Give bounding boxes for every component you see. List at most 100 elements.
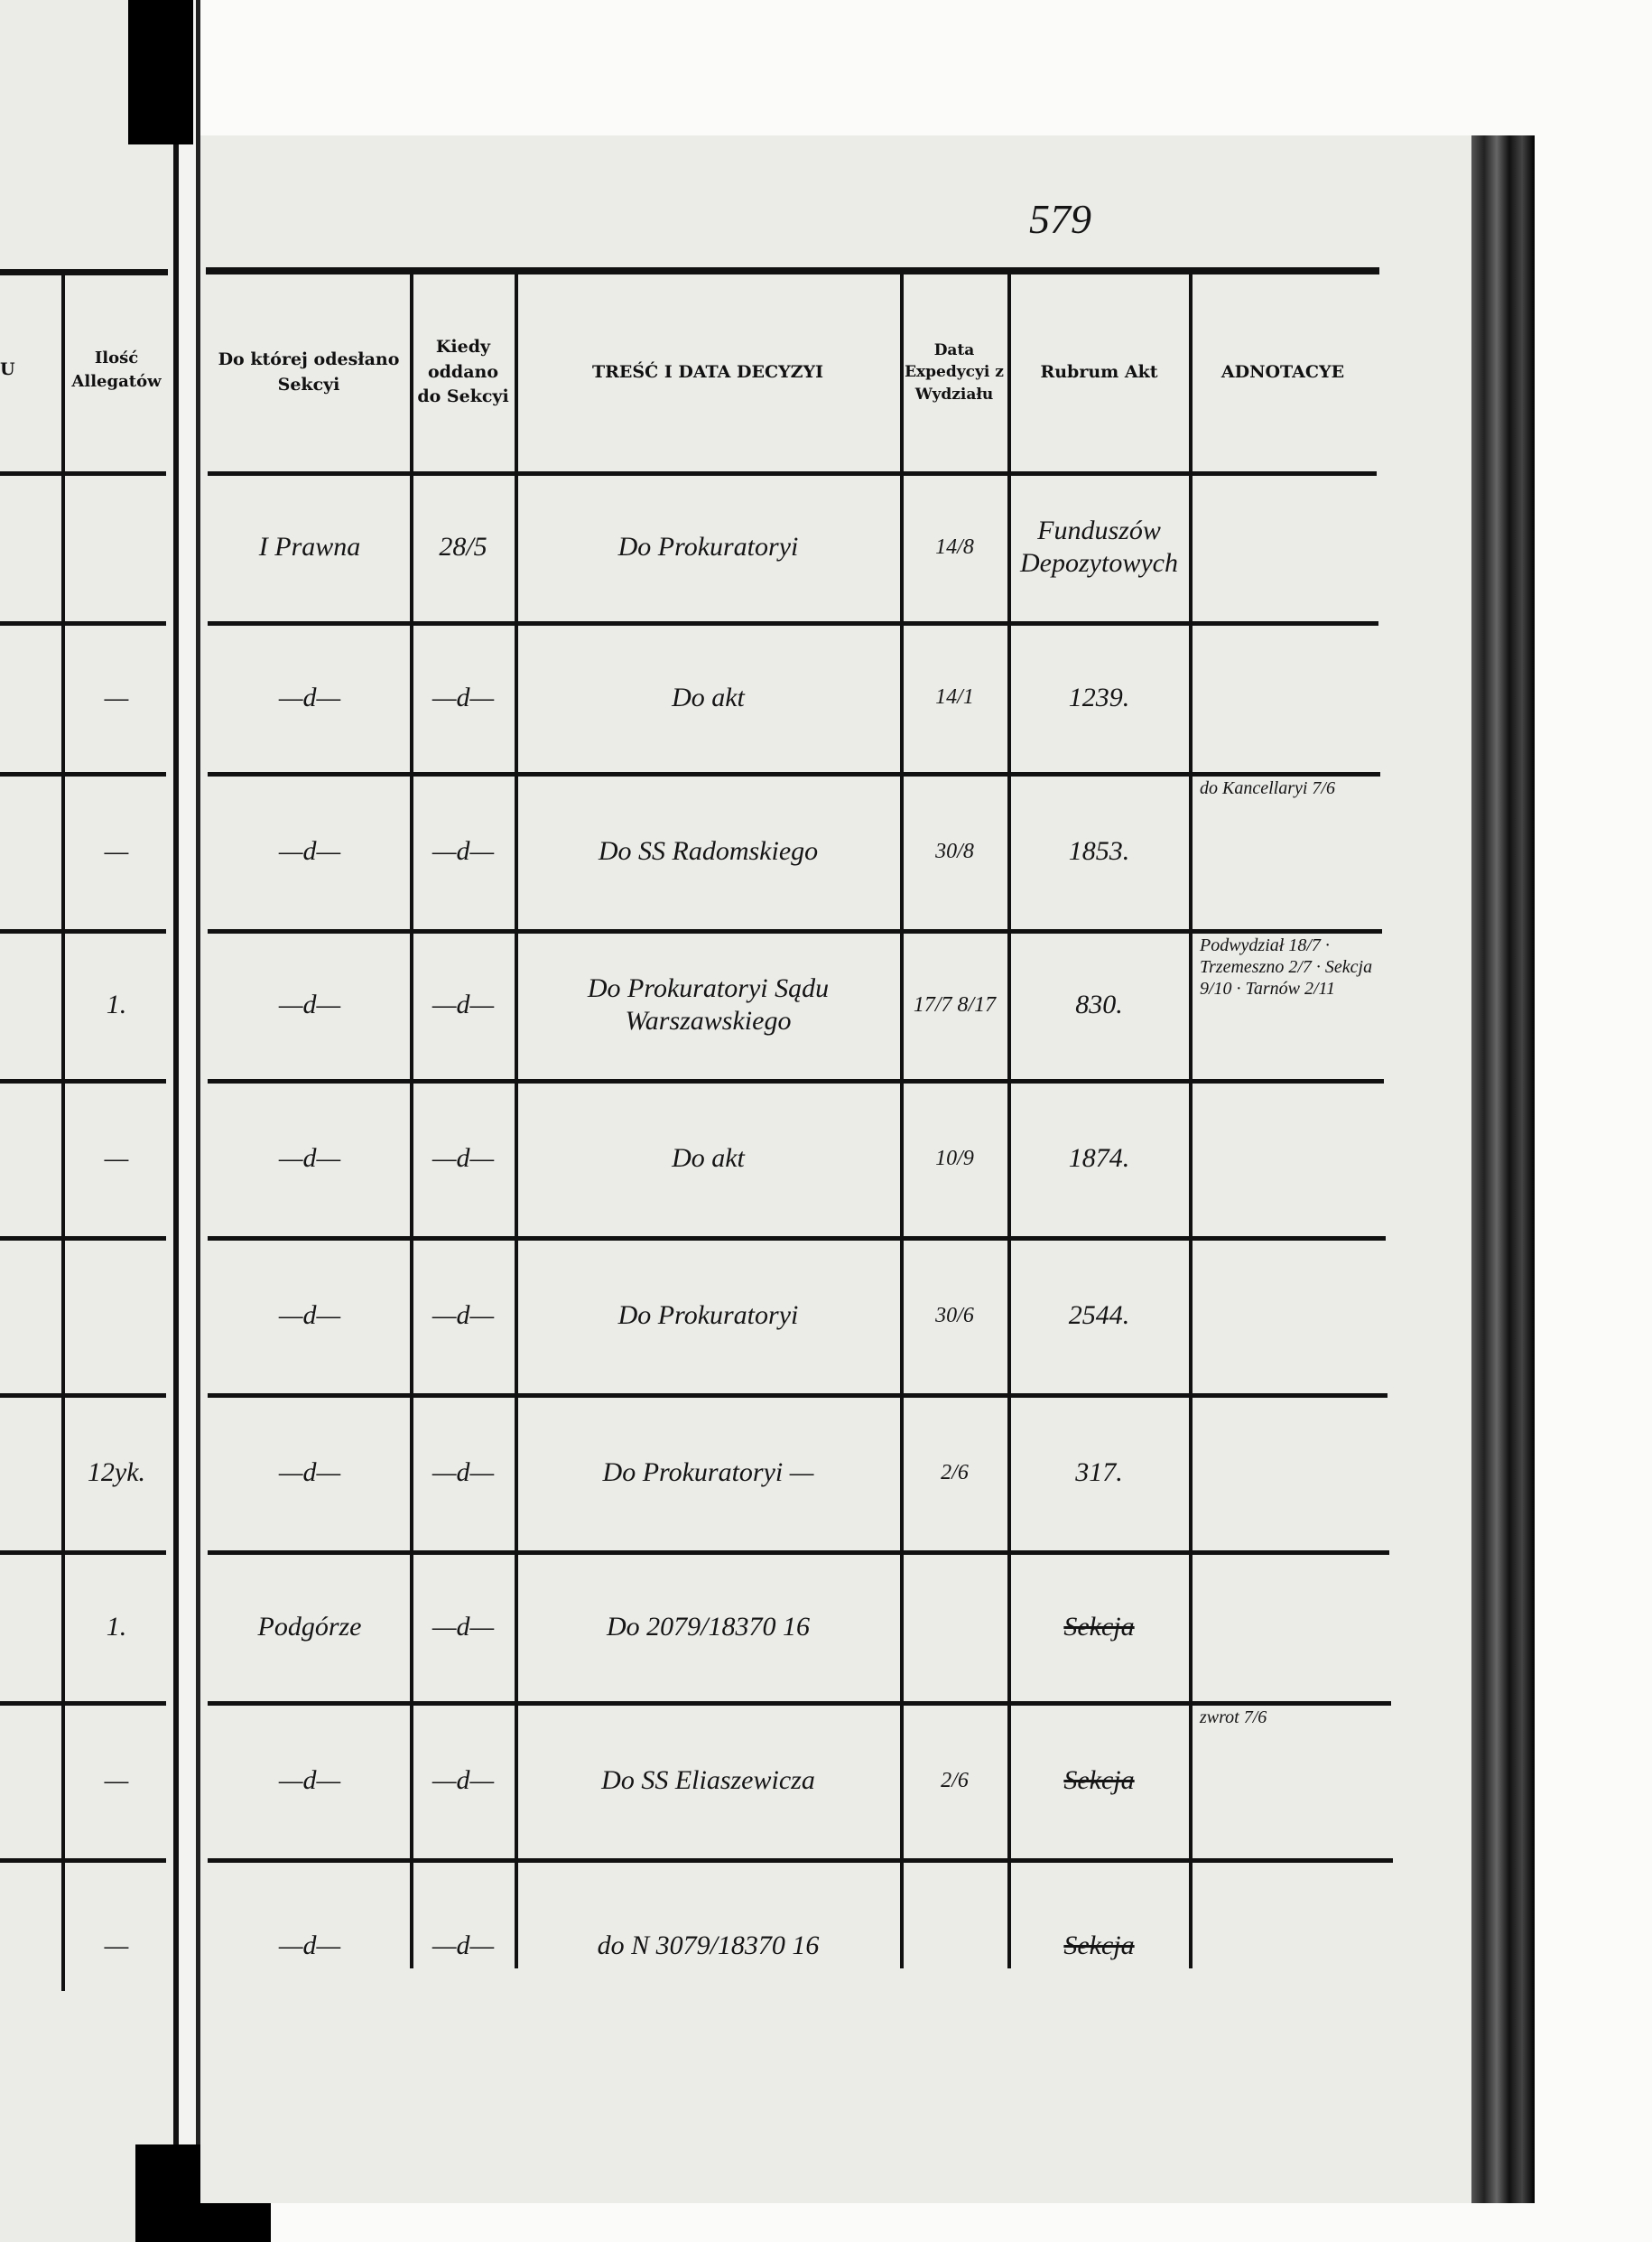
cell-data-expedycyi: 17/7 8/17 [913, 992, 997, 1017]
left-table-top-rule [0, 269, 168, 275]
cell-rubrum: 317. [1075, 1457, 1123, 1487]
cell-adnotacye [1194, 477, 1374, 618]
cell-kiedy: —d— [432, 1765, 495, 1795]
column-rule [1007, 271, 1011, 1968]
cell-kiedy: —d— [432, 1457, 495, 1487]
cell-rubrum: Sekcja [1063, 1765, 1135, 1795]
cell-rubrum: Sekcja [1063, 1930, 1135, 1960]
cell-sekcja: —d— [278, 1300, 341, 1330]
cell-allegatow: 1. [106, 1611, 127, 1642]
cell-sekcja: Podgórze [257, 1611, 362, 1642]
row-rule [208, 1079, 1384, 1084]
cell-rubrum: 2544. [1068, 1300, 1130, 1330]
cell-adnotacye [1194, 1864, 1374, 2028]
cell-allegatow: — [104, 1143, 129, 1173]
cell-adnotacye: Podwydział 18/7 · Trzemeszno 2/7 · Sekcj… [1200, 935, 1373, 999]
cell-adnotacye: zwrot 7/6 [1200, 1707, 1267, 1727]
cell-tresc: Do SS Eliaszewicza [601, 1765, 815, 1795]
cell-sekcja: —d— [278, 682, 341, 712]
cell-data-expedycyi: 2/6 [941, 1460, 969, 1484]
header-data-expedycyi: Data Expedycyi z Wydziału [905, 340, 1004, 404]
left-row-rule [0, 471, 166, 476]
cell-tresc: Do akt [672, 682, 745, 712]
cell-data-expedycyi: 14/1 [935, 685, 974, 710]
row-rule [208, 929, 1382, 934]
cell-adnotacye [1194, 627, 1374, 768]
row-rule [208, 1393, 1387, 1398]
cell-kiedy: —d— [432, 990, 495, 1019]
cell-adnotacye [1194, 1084, 1374, 1233]
cell-adnotacye [1194, 1242, 1374, 1390]
cell-kiedy: —d— [432, 682, 495, 712]
cell-adnotacye: do Kancellaryi 7/6 [1200, 778, 1335, 798]
cell-tresc: Do SS Radomskiego [598, 836, 819, 866]
cell-allegatow: 12yk. [87, 1457, 146, 1487]
cell-data-expedycyi: 10/9 [935, 1146, 974, 1170]
cell-tresc: Do akt [672, 1143, 745, 1173]
column-rule [515, 271, 518, 1968]
cell-data-expedycyi [905, 1556, 1004, 1698]
cell-rubrum: Funduszów Depozytowych [1020, 516, 1178, 578]
cell-rubrum: Sekcja [1063, 1611, 1135, 1642]
cell-kiedy: —d— [432, 1611, 495, 1642]
column-rule [1189, 271, 1193, 1968]
row-rule [208, 1550, 1389, 1555]
left-row-rule [0, 929, 166, 934]
cell-kiedy: 28/5 [439, 532, 487, 562]
cell-rubrum: 1239. [1068, 682, 1130, 712]
book-gutter [173, 0, 200, 2242]
cell-sekcja: —d— [278, 1930, 341, 1960]
cell-kiedy: —d— [432, 1300, 495, 1330]
cell-adnotacye [1194, 1556, 1374, 1698]
left-row-rule [0, 772, 166, 777]
left-row-rule [0, 1079, 166, 1084]
cell-data-expedycyi: 2/6 [941, 1768, 969, 1792]
book-edge [1471, 135, 1535, 2203]
table-top-rule [206, 267, 1379, 274]
header-rubrum: Rubrum Akt [1040, 361, 1158, 382]
cell-rubrum: 1853. [1068, 836, 1130, 866]
cell-kiedy: —d— [432, 1143, 495, 1173]
cell-allegatow: — [104, 1930, 129, 1960]
cell-sekcja: —d— [278, 1143, 341, 1173]
row-rule [208, 1701, 1391, 1706]
cell-sekcja: I Prawna [258, 532, 361, 562]
cell-sekcja: —d— [278, 990, 341, 1019]
header-do-ktorej: Do której odesłano Sekcyi [218, 349, 400, 395]
cell-allegatow: — [104, 836, 129, 866]
cell-allegatow: 1. [106, 990, 127, 1019]
cell-allegatow [67, 477, 166, 618]
cell-sekcja: —d— [278, 1457, 341, 1487]
cell-allegatow: — [104, 682, 129, 712]
left-row-rule [0, 1393, 166, 1398]
column-rule [900, 271, 904, 1968]
row-rule [208, 1236, 1386, 1241]
cell-sekcja: —d— [278, 836, 341, 866]
row-rule [208, 1858, 1393, 1863]
row-rule [208, 471, 1377, 476]
left-row-rule [0, 1236, 166, 1241]
cell-rubrum: 830. [1075, 990, 1123, 1019]
column-rule [410, 271, 413, 1968]
left-row-rule [0, 1858, 166, 1863]
cell-adnotacye [1194, 1399, 1374, 1547]
header-adnotacye: ADNOTACYE [1220, 361, 1345, 382]
cell-data-expedycyi: 30/8 [935, 839, 974, 863]
scan-border [128, 0, 193, 144]
cell-tresc: do N 3079/18370 16 [597, 1930, 820, 1960]
left-page [0, 0, 173, 2242]
cell-rubrum: 1874. [1068, 1143, 1130, 1173]
allegatow-header: Ilość Allegatów [71, 348, 162, 391]
left-column-rule [61, 275, 65, 1991]
page-number: 579 [1029, 196, 1091, 242]
cell-allegatow: — [104, 1765, 129, 1795]
left-row-rule [0, 621, 166, 626]
header-kiedy: Kiedy oddano do Sekcyi [417, 337, 509, 407]
left-row-rule [0, 1701, 166, 1706]
row-rule [208, 772, 1380, 777]
cell-tresc: Do Prokuratoryi Sądu Warszawskiego [587, 973, 830, 1036]
cell-tresc: Do Prokuratoryi [617, 1300, 799, 1330]
left-row-rule [0, 1550, 166, 1555]
cell-data-expedycyi [905, 1864, 1004, 2028]
cell-kiedy: —d— [432, 1930, 495, 1960]
